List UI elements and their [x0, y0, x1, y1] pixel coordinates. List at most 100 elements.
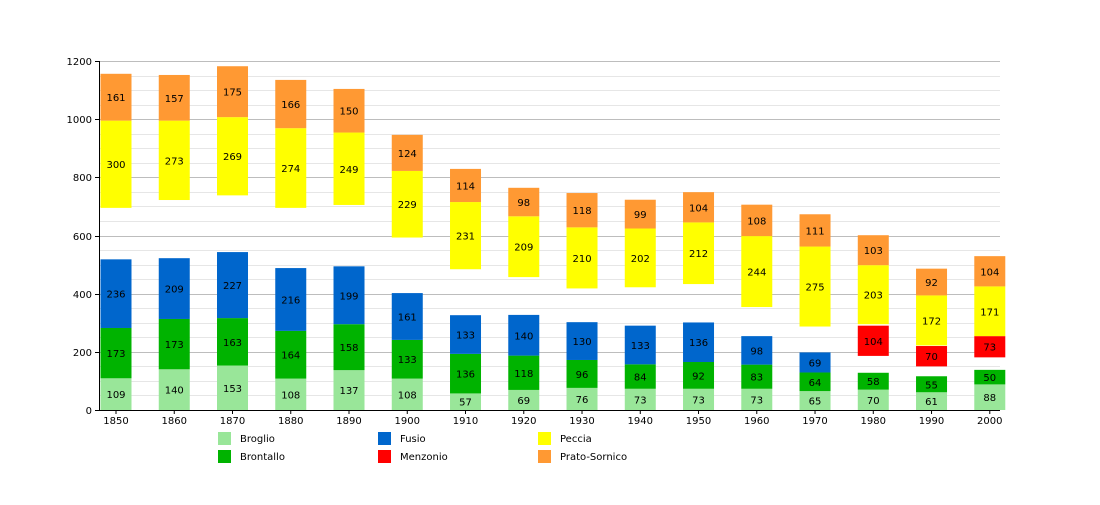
data-label: 111 — [805, 226, 824, 237]
data-label: 209 — [165, 285, 184, 296]
bar-broglio-1910 — [450, 393, 482, 410]
bar-fusio-1910 — [450, 315, 482, 354]
data-label: 58 — [867, 377, 880, 388]
data-label: 73 — [750, 395, 763, 406]
data-label: 108 — [398, 390, 417, 401]
bar-peccia-1860 — [158, 120, 190, 201]
data-label: 73 — [692, 395, 705, 406]
data-label: 227 — [223, 281, 242, 292]
bar-broglio-1950 — [683, 388, 715, 410]
x-tick-label: 1940 — [628, 416, 653, 427]
bar-prato-sornico-1980 — [857, 235, 889, 266]
data-label: 98 — [517, 198, 530, 209]
data-label: 104 — [689, 203, 708, 214]
x-tick-label: 1890 — [336, 416, 361, 427]
bar-broglio-1920 — [508, 389, 540, 410]
bar-fusio-1920 — [508, 314, 540, 356]
data-label: 212 — [689, 249, 708, 260]
data-label: 166 — [281, 100, 300, 111]
data-label: 140 — [165, 386, 184, 397]
bar-prato-sornico-1900 — [391, 134, 423, 171]
data-label: 133 — [456, 331, 475, 342]
bar-prato-sornico-1910 — [450, 168, 482, 203]
bar-fusio-1860 — [158, 258, 190, 319]
legend-swatch — [378, 450, 391, 463]
data-label: 133 — [398, 355, 417, 366]
data-label: 73 — [634, 395, 647, 406]
data-label: 109 — [106, 390, 125, 401]
data-label: 173 — [106, 349, 125, 360]
data-label: 104 — [980, 267, 999, 278]
bar-fusio-1950 — [683, 322, 715, 363]
bar-broglio-1930 — [566, 387, 598, 410]
bar-fusio-1960 — [741, 336, 773, 365]
bar-brontallo-1850 — [100, 327, 132, 379]
bar-peccia-1960 — [741, 236, 773, 308]
y-tick-label: 1200 — [67, 57, 92, 68]
bar-peccia-1980 — [857, 265, 889, 325]
data-label: 118 — [514, 369, 533, 380]
data-label: 108 — [747, 216, 766, 227]
bar-peccia-1970 — [799, 246, 831, 327]
data-label: 70 — [867, 396, 880, 407]
data-label: 202 — [631, 254, 650, 265]
x-tick-label: 1920 — [511, 416, 536, 427]
bar-prato-sornico-1940 — [624, 199, 656, 229]
data-label: 108 — [281, 390, 300, 401]
data-label: 161 — [106, 93, 125, 104]
data-label: 171 — [980, 307, 999, 318]
bar-brontallo-1910 — [450, 353, 482, 394]
bar-menzonio-1980 — [857, 325, 889, 356]
data-label: 140 — [514, 331, 533, 342]
bar-brontallo-1900 — [391, 339, 423, 379]
bar-broglio-1850 — [100, 378, 132, 410]
bar-peccia-1890 — [333, 132, 365, 205]
data-label: 92 — [925, 278, 938, 289]
legend-label: Broglio — [240, 434, 275, 445]
bar-prato-sornico-1990 — [916, 268, 948, 296]
bar-broglio-1860 — [158, 369, 190, 410]
data-label: 69 — [809, 358, 822, 369]
data-label: 83 — [750, 373, 763, 384]
data-label: 84 — [634, 373, 647, 384]
data-label: 76 — [576, 395, 589, 406]
x-tick-label: 1930 — [569, 416, 594, 427]
data-label: 163 — [223, 338, 242, 349]
y-tick-label: 600 — [73, 232, 92, 243]
data-label: 231 — [456, 232, 475, 243]
x-tick-label: 1880 — [278, 416, 303, 427]
data-label: 203 — [864, 291, 883, 302]
bar-brontallo-1990 — [916, 376, 948, 393]
data-label: 69 — [517, 396, 530, 407]
bar-peccia-1910 — [450, 202, 482, 270]
data-label: 244 — [747, 268, 766, 279]
grid — [100, 61, 1000, 396]
bar-broglio-1880 — [275, 378, 307, 410]
bar-prato-sornico-1930 — [566, 193, 598, 228]
legend-label: Fusio — [400, 434, 426, 445]
data-label: 136 — [456, 370, 475, 381]
x-tick-label: 1970 — [802, 416, 827, 427]
data-label: 199 — [339, 291, 358, 302]
bar-broglio-1990 — [916, 392, 948, 410]
bar-fusio-1890 — [333, 266, 365, 325]
bar-fusio-1850 — [100, 259, 132, 328]
data-label: 50 — [983, 373, 996, 384]
bar-brontallo-1890 — [333, 324, 365, 371]
bar-peccia-1880 — [275, 128, 307, 208]
y-tick-label: 200 — [73, 348, 92, 359]
bars: 109 140 153 108 137 108 57 69 76 73 73 73 65 70 61 88 17… — [100, 66, 1006, 410]
legend-swatch — [218, 432, 231, 445]
legend-swatch — [218, 450, 231, 463]
data-label: 114 — [456, 181, 475, 192]
data-label: 137 — [339, 386, 358, 397]
bar-brontallo-1880 — [275, 330, 307, 379]
bar-peccia-1940 — [624, 228, 656, 288]
data-label: 64 — [809, 378, 822, 389]
legend-label: Menzonio — [400, 452, 448, 463]
x-tick-label: 1950 — [686, 416, 711, 427]
data-label: 173 — [165, 340, 184, 351]
axes: 0 200 400 600 800 1000 1200 1850 1860 1870 1880 189… — [67, 57, 1003, 427]
data-label: 153 — [223, 384, 242, 395]
bar-fusio-1940 — [624, 325, 656, 365]
